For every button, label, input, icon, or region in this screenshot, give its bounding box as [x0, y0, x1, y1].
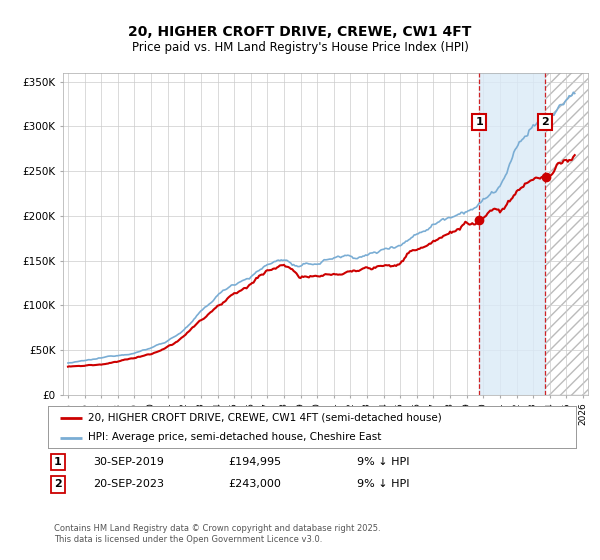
Text: HPI: Average price, semi-detached house, Cheshire East: HPI: Average price, semi-detached house,… — [88, 432, 381, 442]
Text: £243,000: £243,000 — [228, 479, 281, 489]
Text: 20, HIGHER CROFT DRIVE, CREWE, CW1 4FT: 20, HIGHER CROFT DRIVE, CREWE, CW1 4FT — [128, 25, 472, 39]
Text: 1: 1 — [475, 117, 483, 127]
Text: 9% ↓ HPI: 9% ↓ HPI — [357, 479, 409, 489]
Text: 20, HIGHER CROFT DRIVE, CREWE, CW1 4FT (semi-detached house): 20, HIGHER CROFT DRIVE, CREWE, CW1 4FT (… — [88, 413, 442, 423]
Text: Price paid vs. HM Land Registry's House Price Index (HPI): Price paid vs. HM Land Registry's House … — [131, 41, 469, 54]
Text: 1: 1 — [54, 457, 62, 467]
Text: £194,995: £194,995 — [228, 457, 281, 467]
Text: 9% ↓ HPI: 9% ↓ HPI — [357, 457, 409, 467]
Text: 30-SEP-2019: 30-SEP-2019 — [93, 457, 164, 467]
Text: 20-SEP-2023: 20-SEP-2023 — [93, 479, 164, 489]
Text: 2: 2 — [54, 479, 62, 489]
Text: Contains HM Land Registry data © Crown copyright and database right 2025.
This d: Contains HM Land Registry data © Crown c… — [54, 524, 380, 544]
Bar — [479, 73, 545, 395]
Bar — [545, 73, 599, 395]
Text: 2: 2 — [541, 117, 549, 127]
